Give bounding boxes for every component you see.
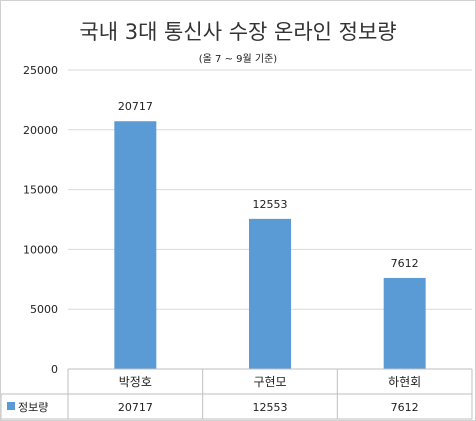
category-label: 하현회 (388, 375, 421, 389)
data-label: 20717 (118, 100, 153, 113)
bar (383, 277, 426, 369)
y-tick-label: 10000 (23, 243, 58, 256)
y-tick-label: 20000 (23, 124, 58, 137)
chart-title: 국내 3대 통신사 수장 온라인 정보량 (79, 20, 396, 44)
table-value: 7612 (391, 401, 419, 414)
series-name: 정보량 (18, 401, 48, 414)
bars (114, 121, 426, 370)
data-label: 7612 (391, 257, 419, 270)
y-axis-ticks: 0 5000 10000 15000 20000 25000 (23, 64, 58, 376)
table-value: 20717 (118, 401, 153, 414)
bar (249, 218, 291, 369)
data-table: 박정호 20717 구현모 12553 하현회 7612 정보량 (1, 368, 473, 420)
category-label: 박정호 (119, 375, 152, 389)
category-label: 구현모 (253, 375, 286, 389)
legend-key (7, 402, 15, 410)
chart-subtitle: (올 7 ~ 9월 기준) (199, 53, 278, 65)
y-tick-label: 5000 (30, 303, 58, 316)
y-tick-label: 15000 (23, 184, 58, 197)
data-label: 12553 (253, 198, 288, 211)
table-value: 12553 (253, 401, 288, 414)
y-tick-label: 25000 (23, 64, 58, 77)
data-labels: 20717 12553 7612 (118, 100, 419, 270)
y-tick-label: 0 (51, 363, 58, 376)
bar (114, 121, 157, 370)
